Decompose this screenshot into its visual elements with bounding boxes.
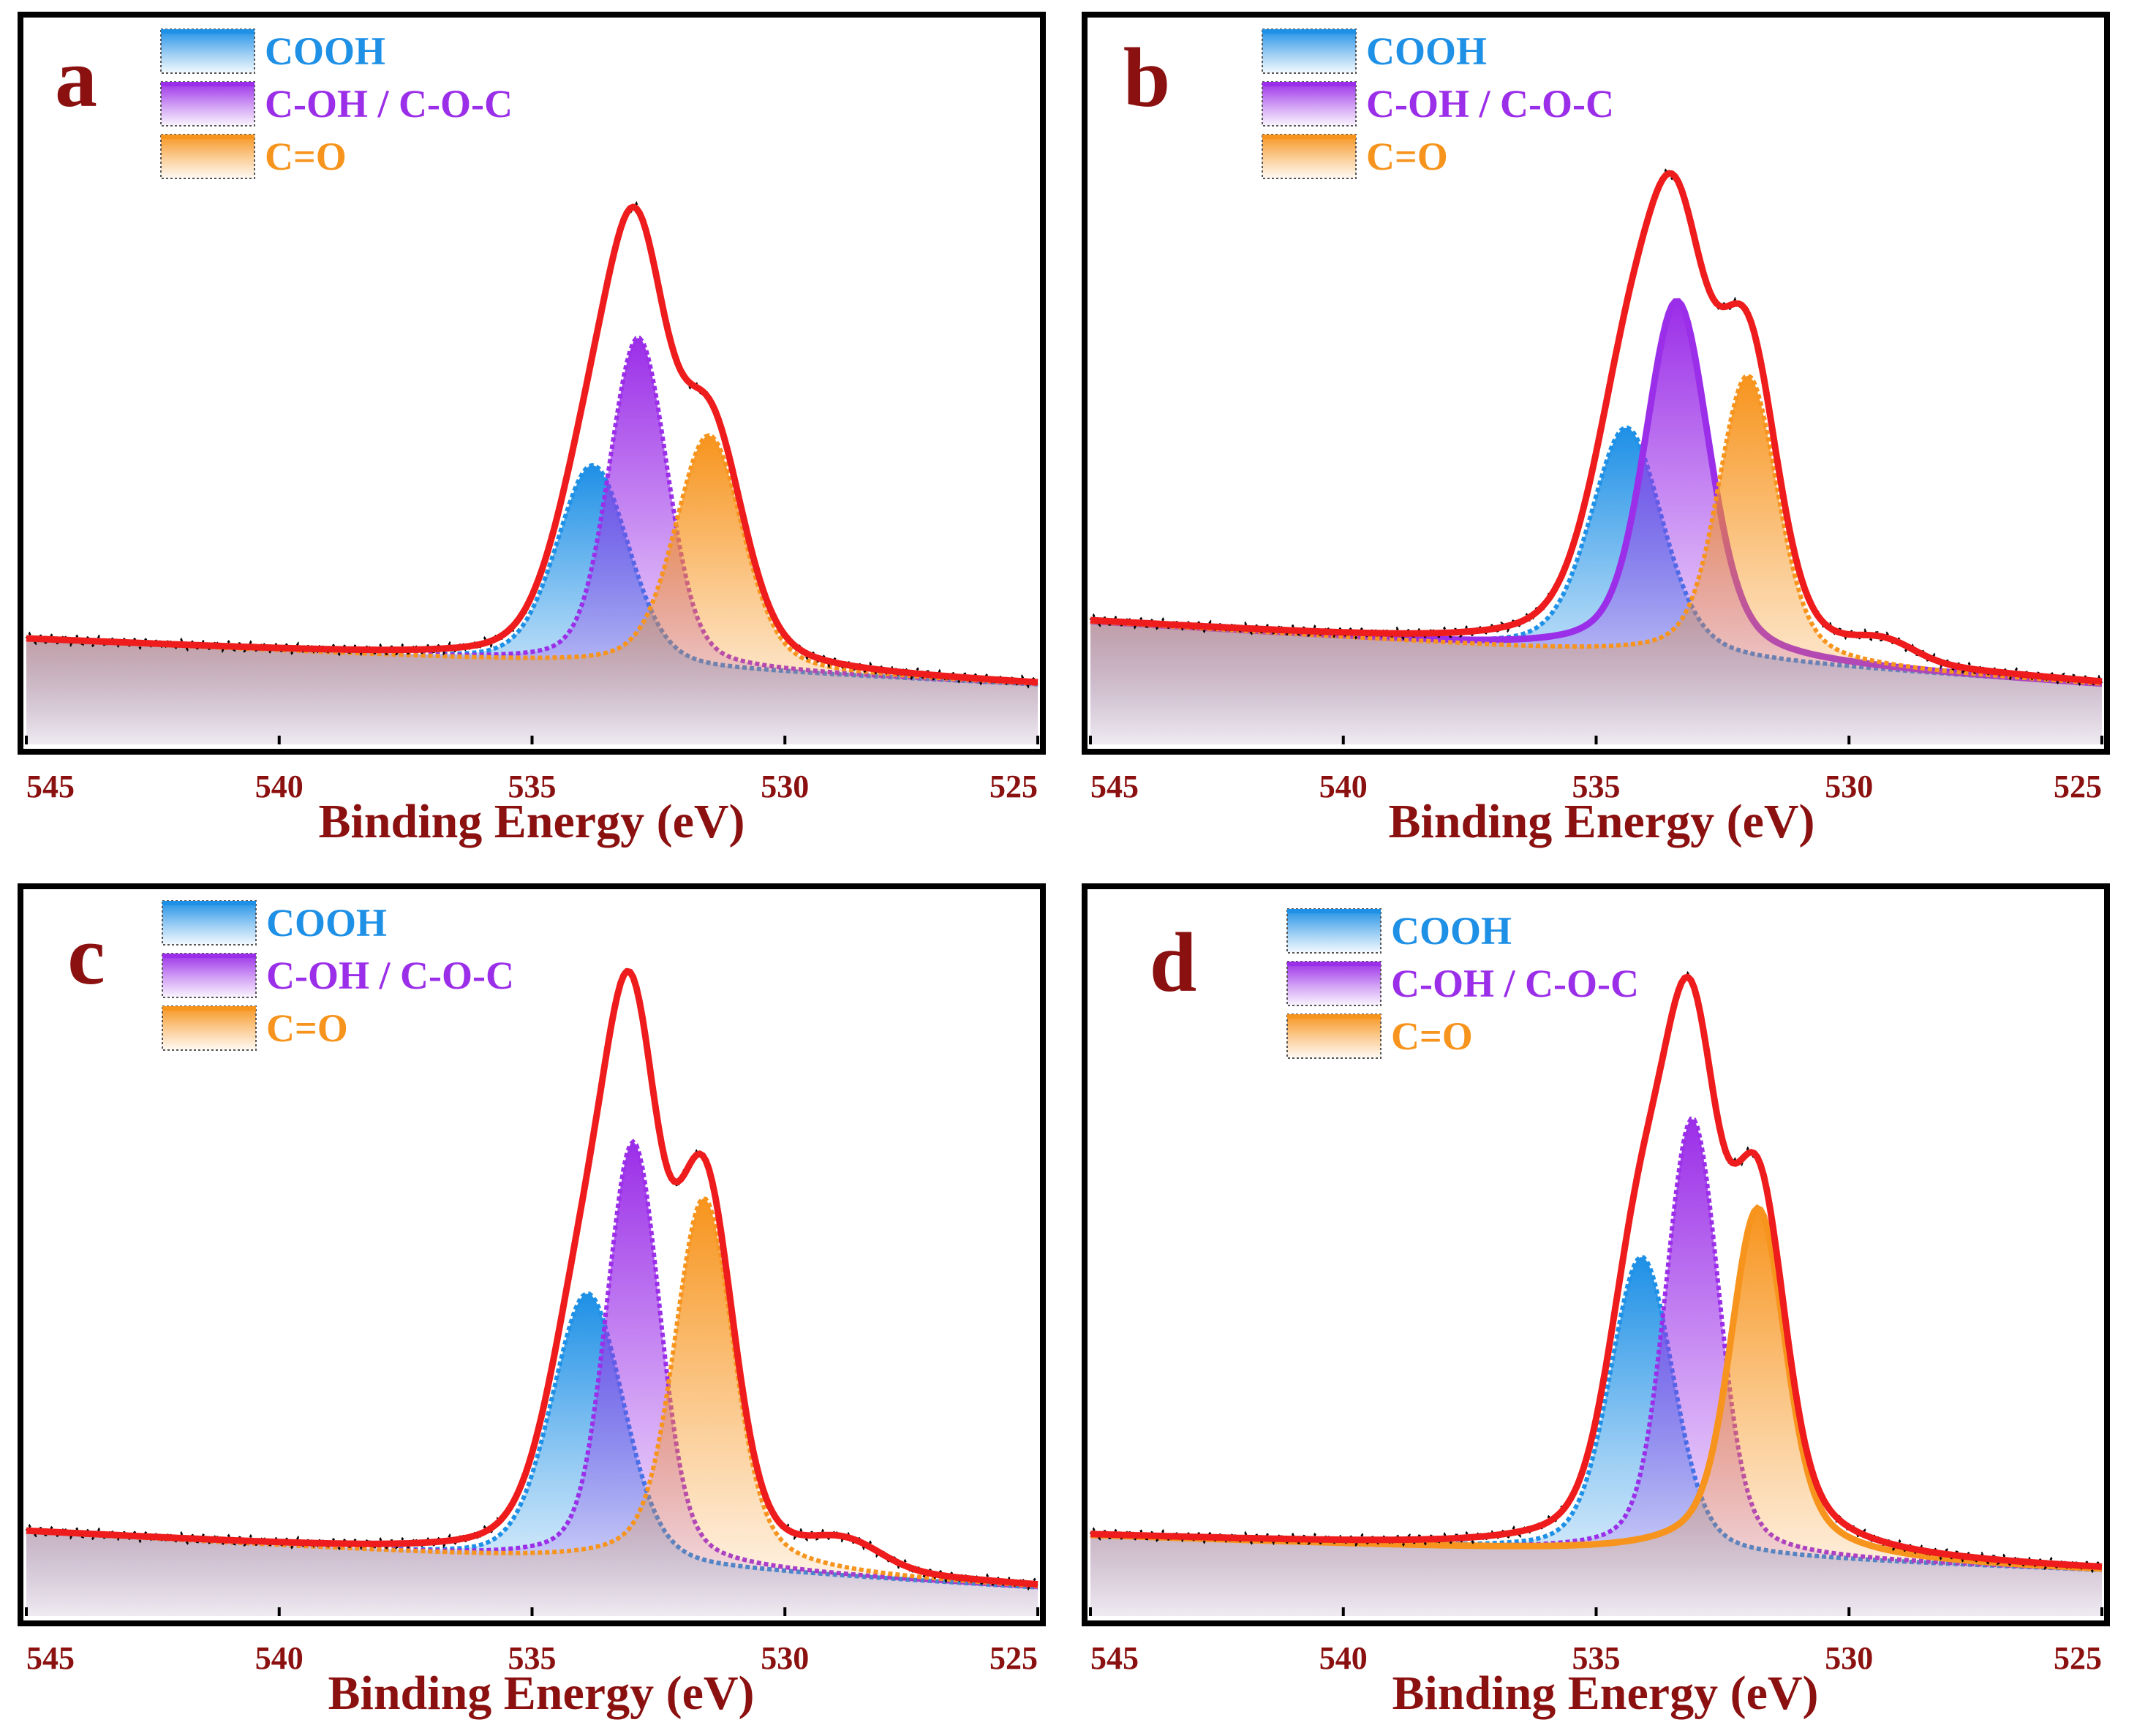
panel-d-tick-label-535: 535 [1572,1640,1621,1676]
panel-d-c-o-fill [1090,1208,2102,1616]
panel-b-legend-label-2: C=O [1366,135,1448,178]
panel-c-legend-swatch-0 [162,900,257,946]
panel-c-tick-label-525: 525 [990,1640,1038,1676]
panel-a-legend-label-0: COOH [265,29,385,73]
panel-a-legend-label-1: C-OH / C-O-C [265,82,513,126]
panel-a-x-ticks: 545 540 535 530 525 [25,736,1039,804]
panel-b-legend-swatch-0 [1262,29,1357,74]
panel-d-x-ticks: 545 540 535 530 525 [1089,1607,2103,1676]
panel-b-legend: COOH C-OH / C-O-C C=O [1262,29,1614,179]
panel-b-tick-label-535: 535 [1572,769,1621,804]
panel-a-legend-label-2: C=O [265,135,347,178]
panel-a-tick-label-545: 545 [26,769,75,804]
panel-d-legend-swatch-1 [1286,961,1382,1006]
panel-c-xlabel: Binding Energy (eV) [328,1667,754,1720]
panel-b-legend-swatch-2 [1262,134,1357,179]
panel-a-tick-label-540: 540 [255,769,304,804]
panel-a-label: a [55,31,97,125]
panel-d-legend-label-1: C-OH / C-O-C [1391,962,1639,1005]
panel-b-xlabel: Binding Energy (eV) [1388,795,1814,848]
panel-a-plot [25,200,1039,744]
panel-d-legend-swatch-2 [1286,1014,1382,1059]
panel-d-tick-label-530: 530 [1825,1640,1873,1676]
panel-d-plot [1089,970,2103,1616]
panel-a: COOH C-OH / C-O-C C=O 545 540 535 530 525 a Bi… [18,12,1046,848]
panel-c-legend-label-0: COOH [266,901,387,945]
panel-c-plot [25,967,1039,1616]
panel-b-tick-label-530: 530 [1825,769,1873,804]
panel-a-legend-swatch-1 [160,81,255,127]
panel-d-tick-label-525: 525 [2054,1640,2102,1676]
panel-b-legend-swatch-1 [1262,81,1357,127]
panel-c-x-ticks: 545 540 535 530 525 [25,1607,1039,1676]
panel-a-tick-label-525: 525 [990,769,1038,804]
panel-b-legend-label-0: COOH [1366,29,1487,73]
panel-d-tick-label-545: 545 [1090,1640,1139,1676]
panel-c: COOH C-OH / C-O-C C=O 545 540 535 530 525 c Bi… [18,883,1046,1720]
panel-c-legend-label-1: C-OH / C-O-C [266,954,514,997]
panel-d-xlabel: Binding Energy (eV) [1392,1667,1818,1720]
panel-a-fit-envelope [26,203,1039,686]
panel-c-legend-label-2: C=O [266,1006,348,1050]
panel-c-tick-label-540: 540 [255,1640,304,1676]
panel-b-tick-label-540: 540 [1319,769,1368,804]
panel-b-tick-label-545: 545 [1090,769,1139,804]
panel-b: COOH C-OH / C-O-C C=O 545 540 535 530 525 b Bi… [1082,12,2110,848]
panel-b-tick-label-525: 525 [2054,769,2102,804]
panel-a-tick-label-535: 535 [508,769,557,804]
panel-d-legend-label-0: COOH [1391,909,1512,953]
panel-c-tick-label-535: 535 [508,1640,557,1676]
panel-c-c-o-fill [26,1199,1038,1616]
panel-b-legend-label-1: C-OH / C-O-C [1366,82,1614,126]
panel-c-tick-label-530: 530 [761,1640,809,1676]
panel-a-c-o-fill [26,435,1038,744]
panel-a-legend-swatch-2 [160,134,255,179]
panel-d-tick-label-540: 540 [1319,1640,1368,1676]
panel-c-legend-swatch-2 [162,1005,257,1051]
panel-a-legend: COOH C-OH / C-O-C C=O [160,29,513,179]
panel-c-label: c [67,909,105,1003]
panel-a-legend-swatch-0 [160,29,255,74]
panel-d-legend-swatch-0 [1286,908,1382,954]
panel-b-fit-envelope [1090,170,2103,685]
panel-a-xlabel: Binding Energy (eV) [318,795,745,848]
panel-b-plot [1089,168,2103,744]
panel-b-c-o-fill [1090,375,2102,744]
panel-d-label: d [1150,916,1197,1010]
panel-c-tick-label-545: 545 [26,1640,75,1676]
panel-a-tick-label-530: 530 [761,769,809,804]
panel-c-fit-envelope [26,967,1039,1588]
panel-d-fit-envelope [1090,973,2103,1570]
panel-c-legend-swatch-1 [162,953,257,998]
panel-d-legend-label-2: C=O [1391,1014,1473,1058]
panel-d: COOH C-OH / C-O-C C=O 545 540 535 530 525 d Bi… [1082,883,2110,1720]
panel-b-label: b [1123,31,1171,125]
panel-c-legend: COOH C-OH / C-O-C C=O [162,900,514,1051]
panel-b-x-ticks: 545 540 535 530 525 [1089,736,2103,804]
panel-d-legend: COOH C-OH / C-O-C C=O [1286,908,1639,1059]
